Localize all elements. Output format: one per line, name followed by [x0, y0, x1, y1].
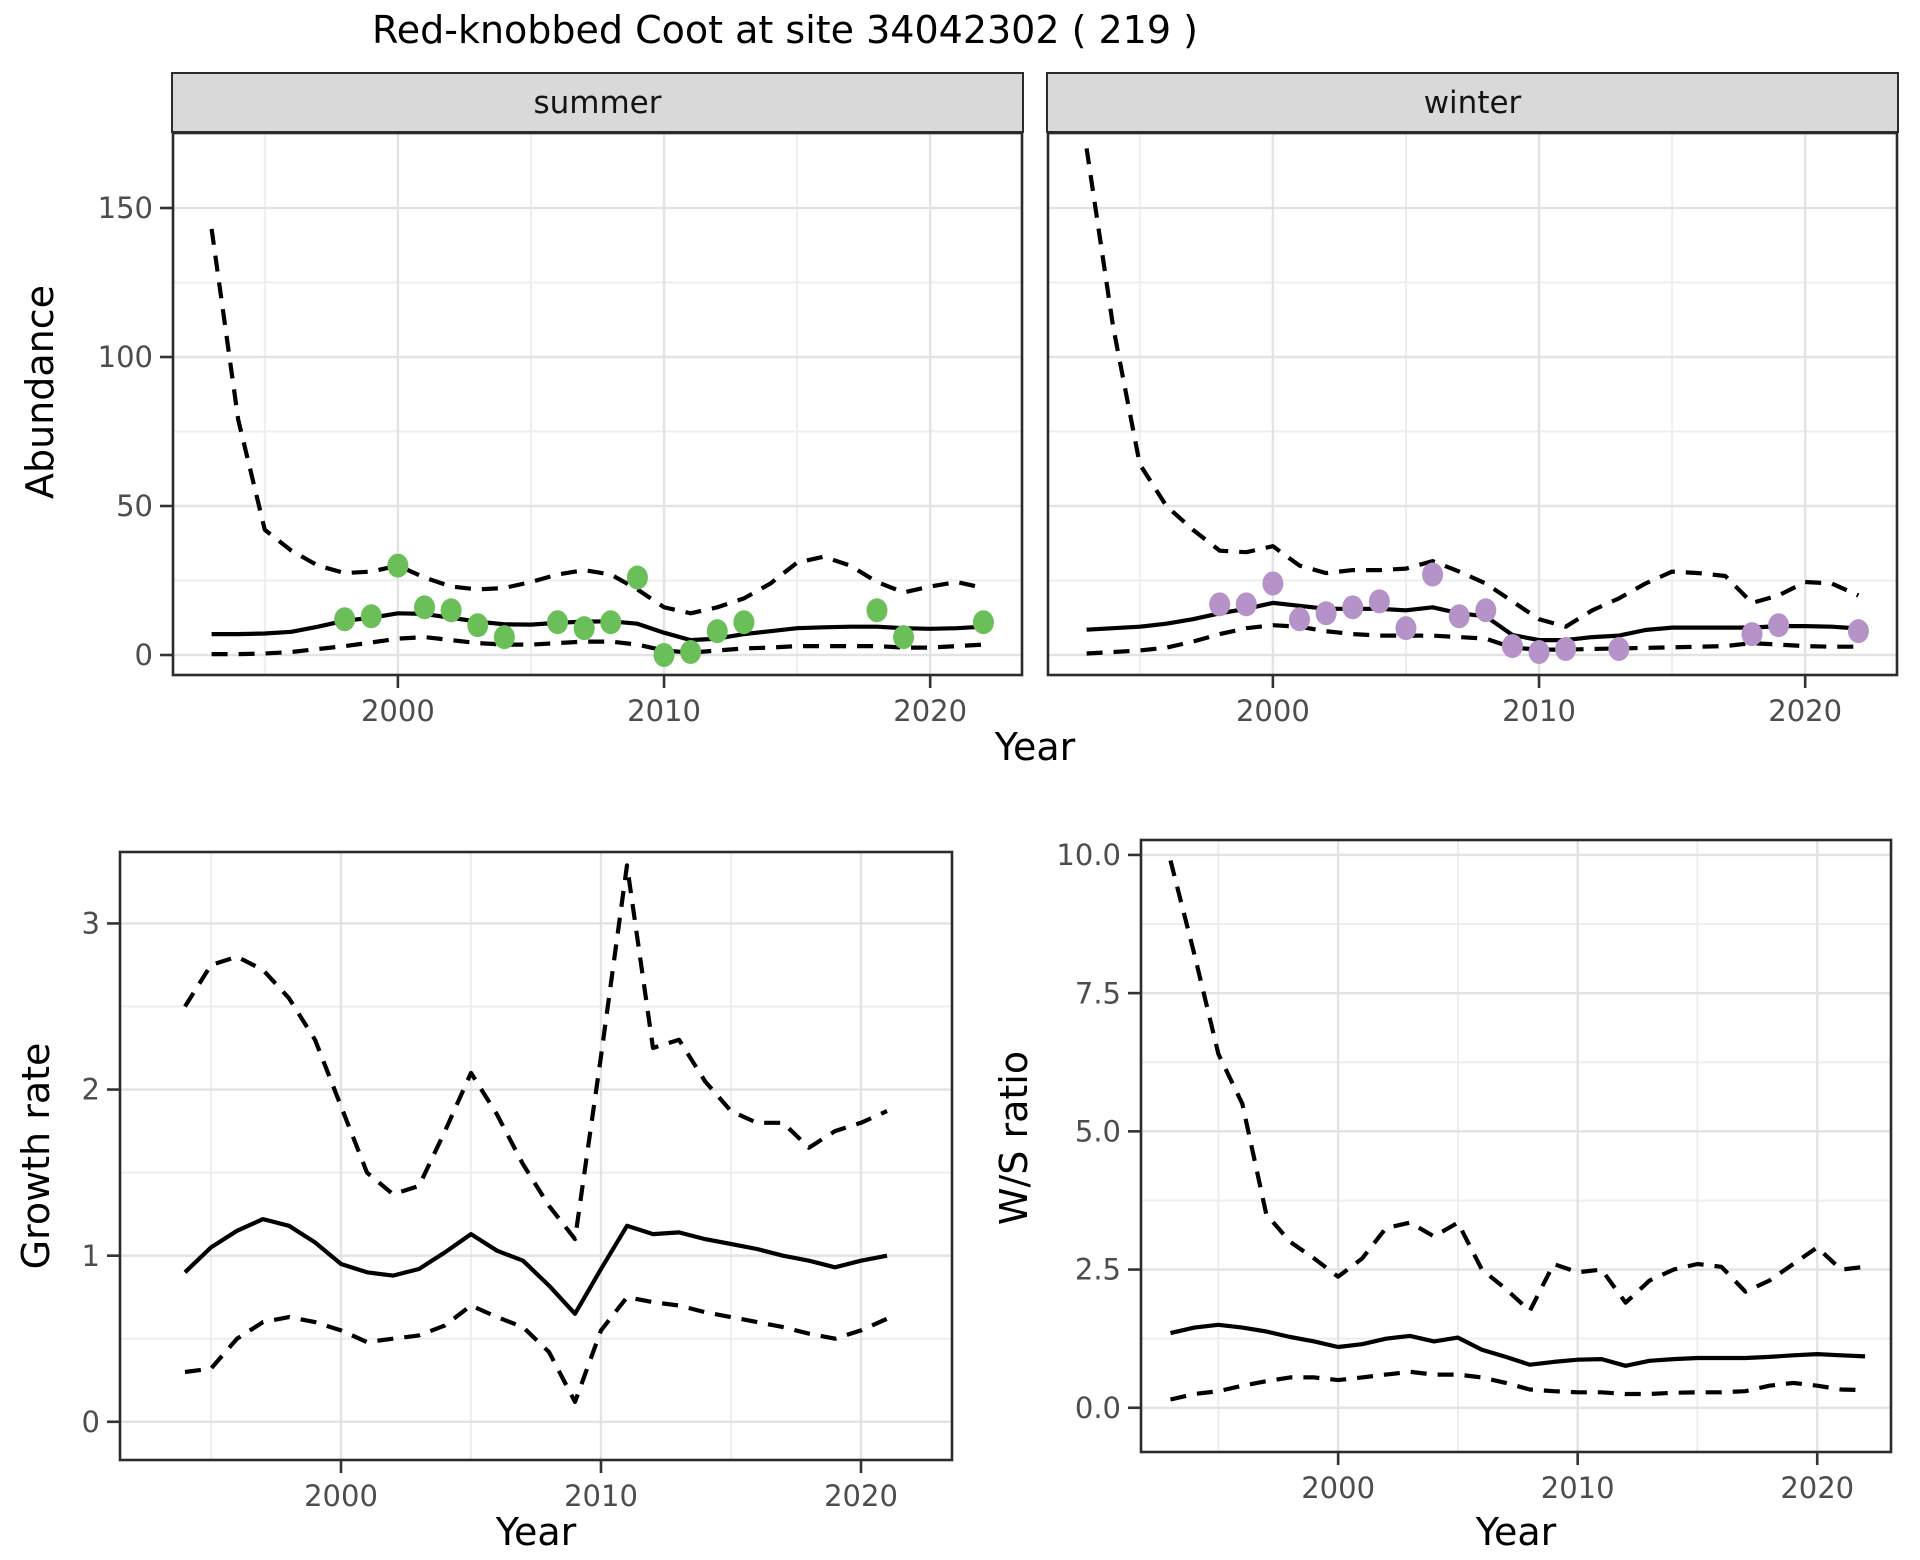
ws_ratio-upper_95ci-line: [1168, 859, 1866, 1314]
abundance_summer-data-point: [334, 607, 356, 632]
abundance_winter-panel-border: [1046, 131, 1899, 677]
top-year-axis-title: Year: [994, 725, 1076, 769]
abundance_winter-data-point: [1315, 601, 1337, 626]
y-tick-label: 10.0: [1056, 838, 1121, 872]
abundance_winter-data-point: [1342, 595, 1364, 620]
x-tick-label: 2020: [1768, 694, 1842, 728]
x-tick-label: 2000: [304, 1479, 378, 1513]
abundance_summer-data-point: [706, 619, 728, 644]
abundance_winter-lower_95ci-line: [1086, 623, 1859, 656]
y-tick-label: 2.5: [1075, 1253, 1121, 1287]
abundance_winter-data-point: [1289, 607, 1311, 632]
ws-year-axis-title: Year: [1475, 1510, 1557, 1554]
abundance_summer-data-point: [440, 598, 462, 623]
abundance_winter-data-point: [1368, 589, 1390, 614]
facet-strip-summer-label: summer: [533, 84, 662, 121]
y-tick-label: 5.0: [1075, 1114, 1121, 1148]
x-tick-label: 2000: [361, 694, 435, 728]
abundance_summer-data-point: [547, 610, 569, 635]
abundance_summer-data-point: [573, 616, 595, 641]
x-tick-label: 2020: [1780, 1471, 1854, 1505]
ws_ratio-panel-border: [1139, 838, 1893, 1454]
abundance_winter-data-point: [1475, 598, 1497, 623]
ws-ratio-axis-title: W/S ratio: [992, 1050, 1036, 1226]
x-tick-label: 2000: [1236, 694, 1310, 728]
y-tick-label: 7.5: [1075, 976, 1121, 1010]
x-tick-label: 2010: [1541, 1471, 1615, 1505]
facet-strip-winter: winter: [1046, 72, 1899, 133]
abundance_summer-data-point: [972, 610, 994, 635]
page-title: Red-knobbed Coot at site 34042302 ( 219 …: [372, 8, 1198, 52]
x-tick-label: 2020: [824, 1479, 898, 1513]
abundance_winter-data-point: [1528, 640, 1550, 665]
abundance_winter-data-point: [1395, 616, 1417, 641]
y-tick-label: 0: [82, 1405, 100, 1439]
abundance-axis-title: Abundance: [18, 284, 62, 500]
abundance_summer-data-point: [653, 643, 675, 668]
abundance_winter-data-point: [1741, 622, 1763, 647]
abundance_winter-data-point: [1847, 619, 1869, 644]
abundance_summer-data-point: [733, 610, 755, 635]
growth_rate-mean-line: [183, 1217, 888, 1316]
x-tick-label: 2020: [893, 694, 967, 728]
x-tick-label: 2010: [627, 694, 701, 728]
y-tick-label: 0: [135, 638, 153, 672]
abundance_summer-data-point: [360, 604, 382, 629]
growth_rate-upper_95ci-line: [183, 863, 888, 1242]
y-tick-label: 2: [82, 1073, 100, 1107]
growth-rate-axis-title: Growth rate: [14, 1042, 58, 1270]
abundance_summer-panel-bg: [173, 133, 1022, 675]
abundance_winter-data-point: [1209, 592, 1231, 617]
abundance_summer-data-point: [680, 640, 702, 665]
ws_ratio-panel-bg: [1141, 840, 1891, 1452]
abundance_summer-data-point: [493, 625, 515, 650]
ws_ratio-lower_95ci-line: [1170, 1369, 1866, 1402]
growth_rate-lower_95ci-line: [184, 1295, 888, 1404]
abundance_winter-panel-bg: [1048, 133, 1897, 675]
abundance_summer-panel-border: [171, 131, 1024, 677]
abundance_summer-data-point: [414, 595, 436, 620]
abundance_winter-data-point: [1608, 637, 1630, 662]
abundance_summer-data-point: [866, 598, 888, 623]
facet-strip-summer: summer: [171, 72, 1024, 133]
abundance_summer-data-point: [387, 553, 409, 578]
abundance_winter-data-point: [1768, 613, 1790, 638]
abundance_summer-data-point: [893, 625, 915, 650]
x-tick-label: 2000: [1301, 1471, 1375, 1505]
y-tick-label: 1: [82, 1239, 100, 1273]
ws_ratio-mean-line: [1170, 1322, 1866, 1368]
growth_rate-panel-border: [118, 850, 954, 1462]
y-tick-label: 100: [98, 340, 153, 374]
abundance_summer-data-point: [600, 610, 622, 635]
growth_rate-panel-bg: [120, 852, 952, 1460]
abundance_summer-data-point: [467, 613, 489, 638]
abundance_winter-data-point: [1448, 604, 1470, 629]
abundance_winter-data-point: [1555, 637, 1577, 662]
abundance_winter-data-point: [1501, 634, 1523, 659]
abundance_summer-lower_95ci-line: [211, 635, 984, 657]
abundance_winter-data-point: [1422, 562, 1444, 587]
abundance_summer-upper_95ci-line: [209, 228, 984, 616]
facet-strip-winter-label: winter: [1423, 84, 1522, 121]
abundance_summer-data-point: [626, 565, 648, 590]
y-tick-label: 3: [82, 907, 100, 941]
y-tick-label: 0.0: [1075, 1391, 1121, 1425]
y-tick-label: 50: [116, 489, 153, 523]
abundance_winter-data-point: [1235, 592, 1257, 617]
abundance_winter-upper_95ci-line: [1084, 148, 1860, 629]
y-tick-label: 150: [98, 191, 153, 225]
growth-year-axis-title: Year: [495, 1510, 577, 1554]
x-tick-label: 2010: [1502, 694, 1576, 728]
x-tick-label: 2010: [564, 1479, 638, 1513]
abundance_winter-data-point: [1262, 571, 1284, 596]
